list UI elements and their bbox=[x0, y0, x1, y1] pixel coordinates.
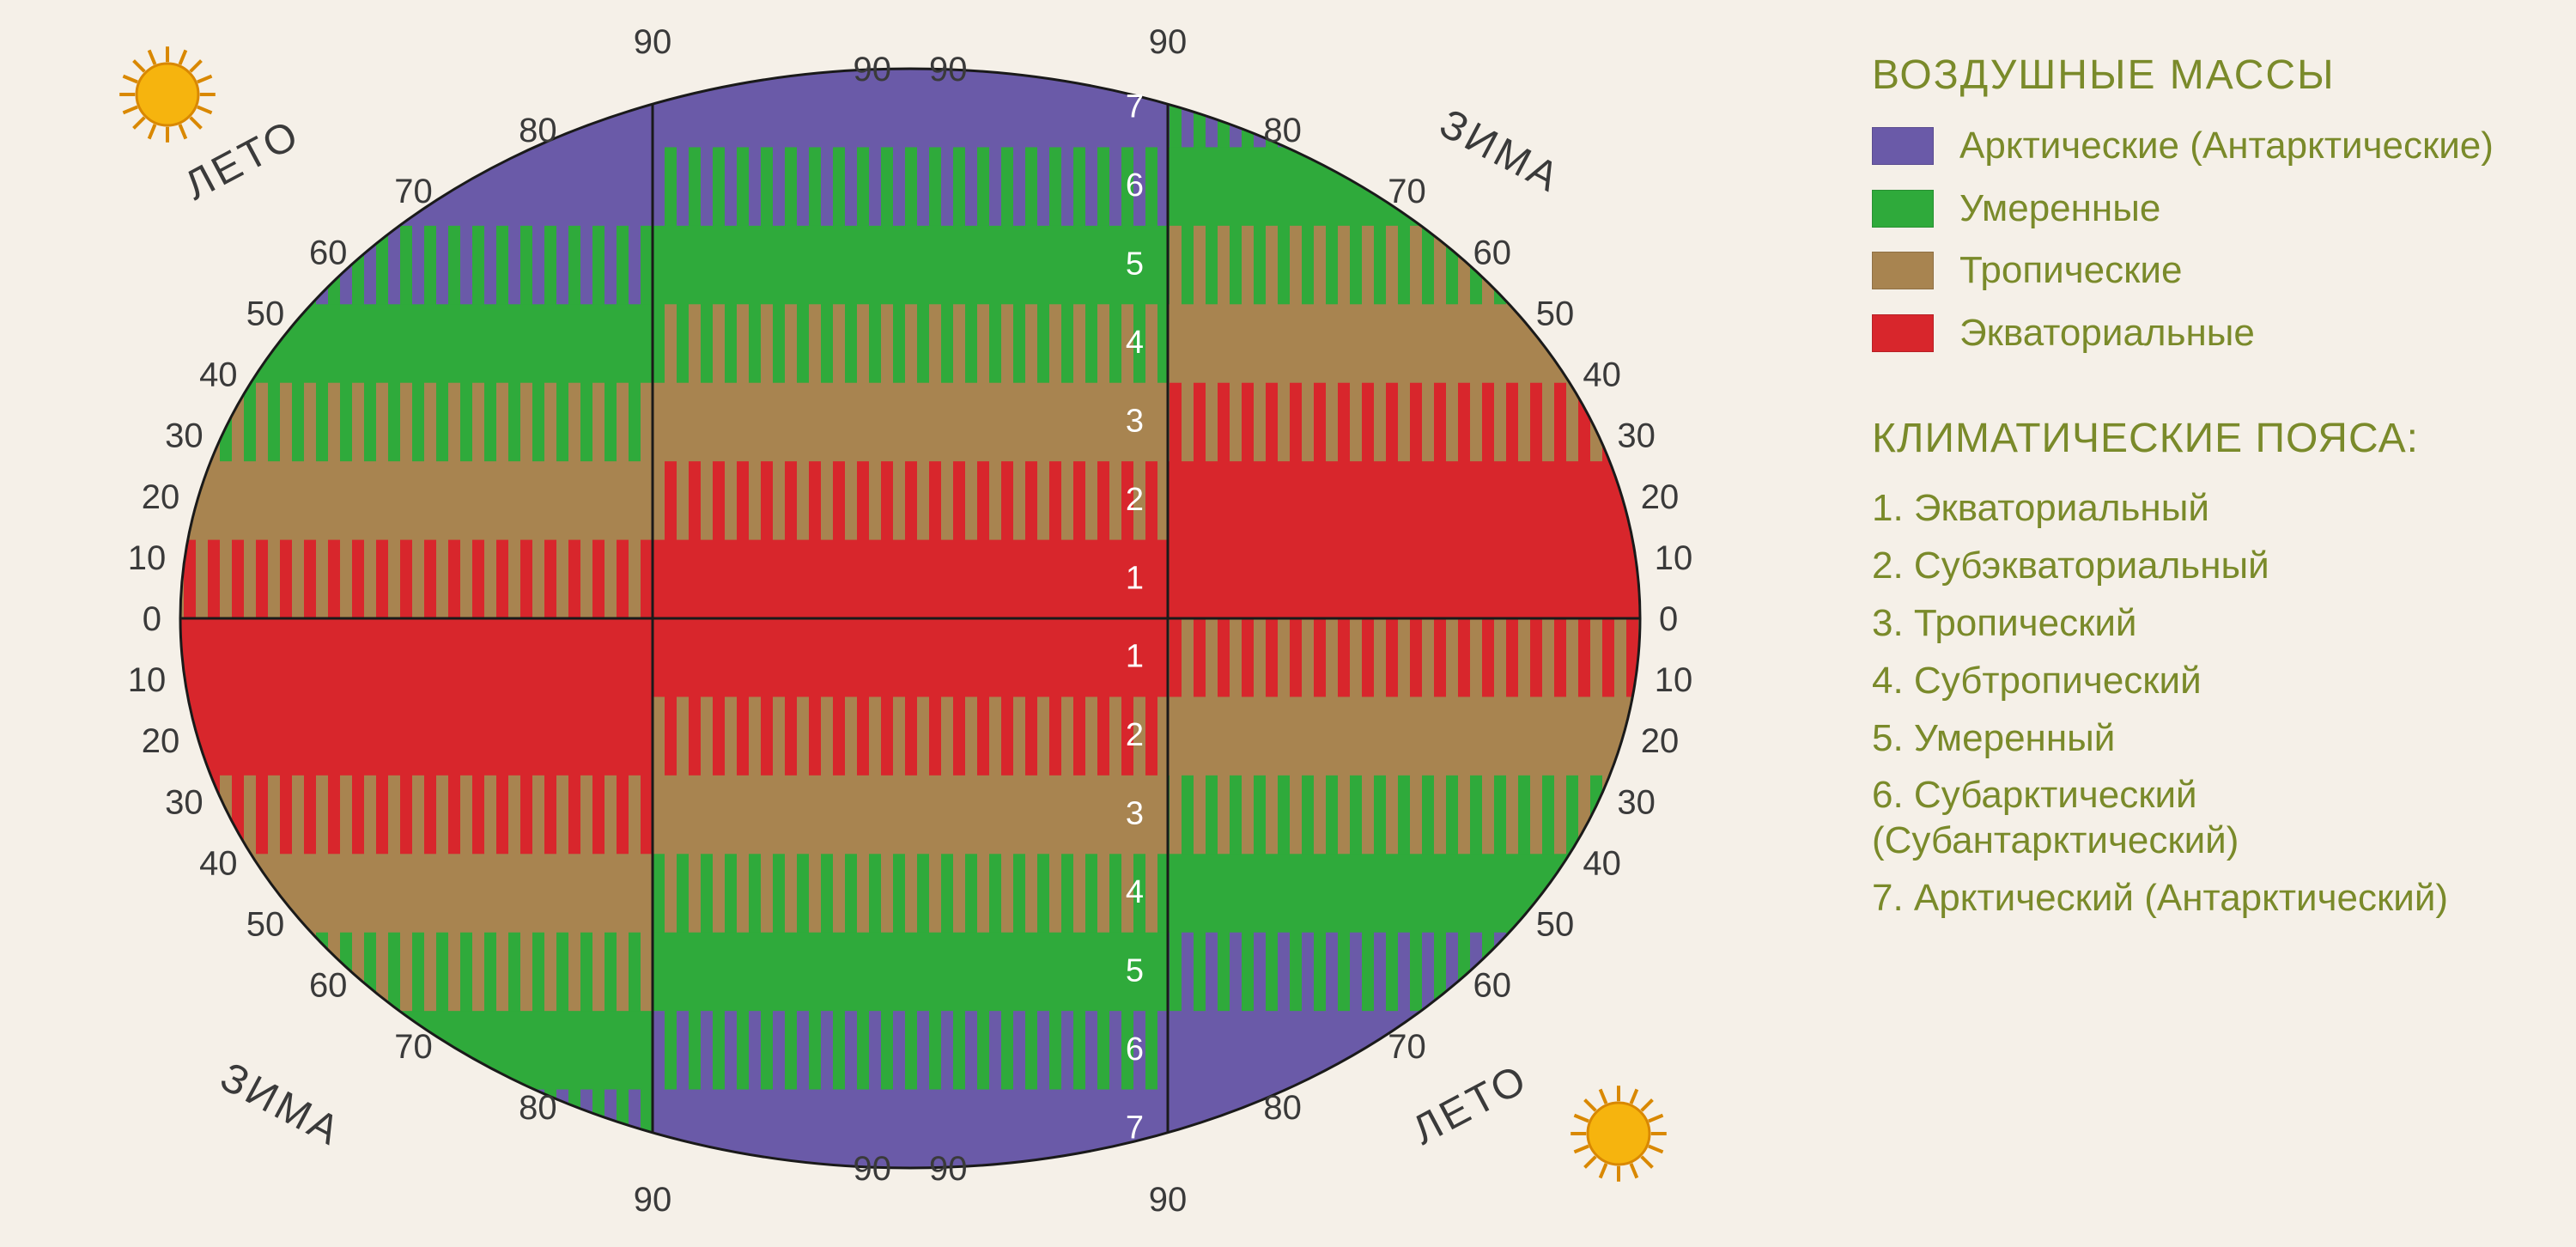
zone-number: 4 bbox=[1126, 874, 1144, 910]
zone-line: 4. Субтропический bbox=[1872, 659, 2542, 704]
latitude-tick: 80 bbox=[1263, 112, 1302, 149]
zone-line: 1. Экваториальный bbox=[1872, 486, 2542, 532]
latitude-tick: 80 bbox=[519, 1089, 557, 1127]
latitude-tick: 30 bbox=[165, 783, 204, 821]
latitude-tick: 70 bbox=[394, 1028, 433, 1066]
zone-number: 4 bbox=[1126, 325, 1144, 361]
latitude-tick: 50 bbox=[246, 295, 285, 332]
latitude-tick: 0 bbox=[143, 600, 161, 638]
latitude-tick: 70 bbox=[394, 173, 433, 210]
swatch-arctic bbox=[1872, 127, 1934, 165]
zone-number: 2 bbox=[1126, 717, 1144, 753]
latitude-tick: 20 bbox=[1641, 722, 1680, 760]
legend-item-equatorial: Экваториальные bbox=[1872, 312, 2542, 356]
latitude-tick: 10 bbox=[1655, 539, 1693, 577]
swatch-tropical bbox=[1872, 252, 1934, 289]
latitude-tick: 90 bbox=[1149, 23, 1188, 61]
zone-number: 7 bbox=[1126, 89, 1144, 125]
latitude-tick: 20 bbox=[142, 722, 180, 760]
latitude-tick: 60 bbox=[1473, 967, 1512, 1005]
legend-label: Арктические (Антарктические) bbox=[1959, 125, 2494, 168]
latitude-tick: 40 bbox=[1583, 844, 1621, 882]
latitude-tick: 50 bbox=[246, 906, 285, 944]
latitude-tick: 90 bbox=[1149, 1181, 1188, 1219]
zone-number: 5 bbox=[1126, 246, 1144, 283]
legend-item-arctic: Арктические (Антарктические) bbox=[1872, 125, 2542, 168]
latitude-tick: 40 bbox=[1583, 356, 1621, 394]
zone-line: 7. Арктический (Антарктический) bbox=[1872, 876, 2542, 922]
zone-number: 3 bbox=[1126, 403, 1144, 439]
zone-number: 6 bbox=[1126, 1031, 1144, 1068]
zone-line: 2. Субэкваториальный bbox=[1872, 544, 2542, 589]
latitude-tick: 20 bbox=[1641, 478, 1680, 516]
latitude-tick: 20 bbox=[142, 478, 180, 516]
zone-number: 6 bbox=[1126, 167, 1144, 204]
latitude-tick: 0 bbox=[1659, 600, 1678, 638]
latitude-tick: 80 bbox=[519, 112, 557, 149]
latitude-tick: 70 bbox=[1388, 1028, 1426, 1066]
latitude-tick: 30 bbox=[165, 417, 204, 455]
legend-title: ВОЗДУШНЫЕ МАССЫ bbox=[1872, 52, 2542, 99]
latitude-tick: 90 bbox=[634, 23, 672, 61]
latitude-tick: 60 bbox=[309, 967, 348, 1005]
zone-number: 2 bbox=[1126, 482, 1144, 518]
latitude-tick: 50 bbox=[1536, 906, 1575, 944]
zone-line: 5. Умеренный bbox=[1872, 716, 2542, 762]
legend-item-temperate: Умеренные bbox=[1872, 187, 2542, 231]
season-label: ЛЕТО bbox=[1406, 1055, 1536, 1153]
latitude-tick: 90 bbox=[929, 1150, 968, 1188]
zones-title: КЛИМАТИЧЕСКИЕ ПОЯСА: bbox=[1872, 415, 2542, 462]
latitude-tick: 60 bbox=[1473, 234, 1512, 271]
latitude-tick: 30 bbox=[1617, 783, 1656, 821]
climate-zones-diagram: 7654321123456700101010102020202030303030… bbox=[52, 17, 1769, 1230]
latitude-tick: 10 bbox=[128, 661, 167, 699]
latitude-tick: 60 bbox=[309, 234, 348, 271]
legend-label: Тропические bbox=[1959, 249, 2182, 293]
swatch-temperate bbox=[1872, 190, 1934, 228]
zone-line: 3. Тропический bbox=[1872, 601, 2542, 647]
zone-number: 1 bbox=[1126, 639, 1144, 675]
latitude-tick: 40 bbox=[199, 356, 238, 394]
sun-icon bbox=[1571, 1086, 1667, 1182]
zone-number: 3 bbox=[1126, 796, 1144, 832]
latitude-tick: 10 bbox=[128, 539, 167, 577]
latitude-tick: 90 bbox=[854, 1150, 892, 1188]
latitude-tick: 30 bbox=[1617, 417, 1656, 455]
latitude-tick: 90 bbox=[854, 51, 892, 88]
legend-item-tropical: Тропические bbox=[1872, 249, 2542, 293]
legend-label: Умеренные bbox=[1959, 187, 2160, 231]
zone-number: 1 bbox=[1126, 560, 1144, 596]
zone-number: 7 bbox=[1126, 1110, 1144, 1146]
latitude-tick: 40 bbox=[199, 844, 238, 882]
latitude-tick: 90 bbox=[929, 51, 968, 88]
zone-line: 6. Субарктический (Субантарктический) bbox=[1872, 773, 2542, 864]
latitude-tick: 80 bbox=[1263, 1089, 1302, 1127]
swatch-equatorial bbox=[1872, 314, 1934, 352]
latitude-tick: 70 bbox=[1388, 173, 1426, 210]
season-label: ЗИМА bbox=[1432, 100, 1569, 202]
latitude-tick: 90 bbox=[634, 1181, 672, 1219]
legend: ВОЗДУШНЫЕ МАССЫ Арктические (Антарктичес… bbox=[1872, 52, 2542, 934]
sun-icon bbox=[119, 46, 216, 143]
latitude-tick: 10 bbox=[1655, 661, 1693, 699]
latitude-tick: 50 bbox=[1536, 295, 1575, 332]
season-label: ЗИМА bbox=[213, 1054, 349, 1155]
zone-number: 5 bbox=[1126, 952, 1144, 988]
legend-label: Экваториальные bbox=[1959, 312, 2255, 356]
